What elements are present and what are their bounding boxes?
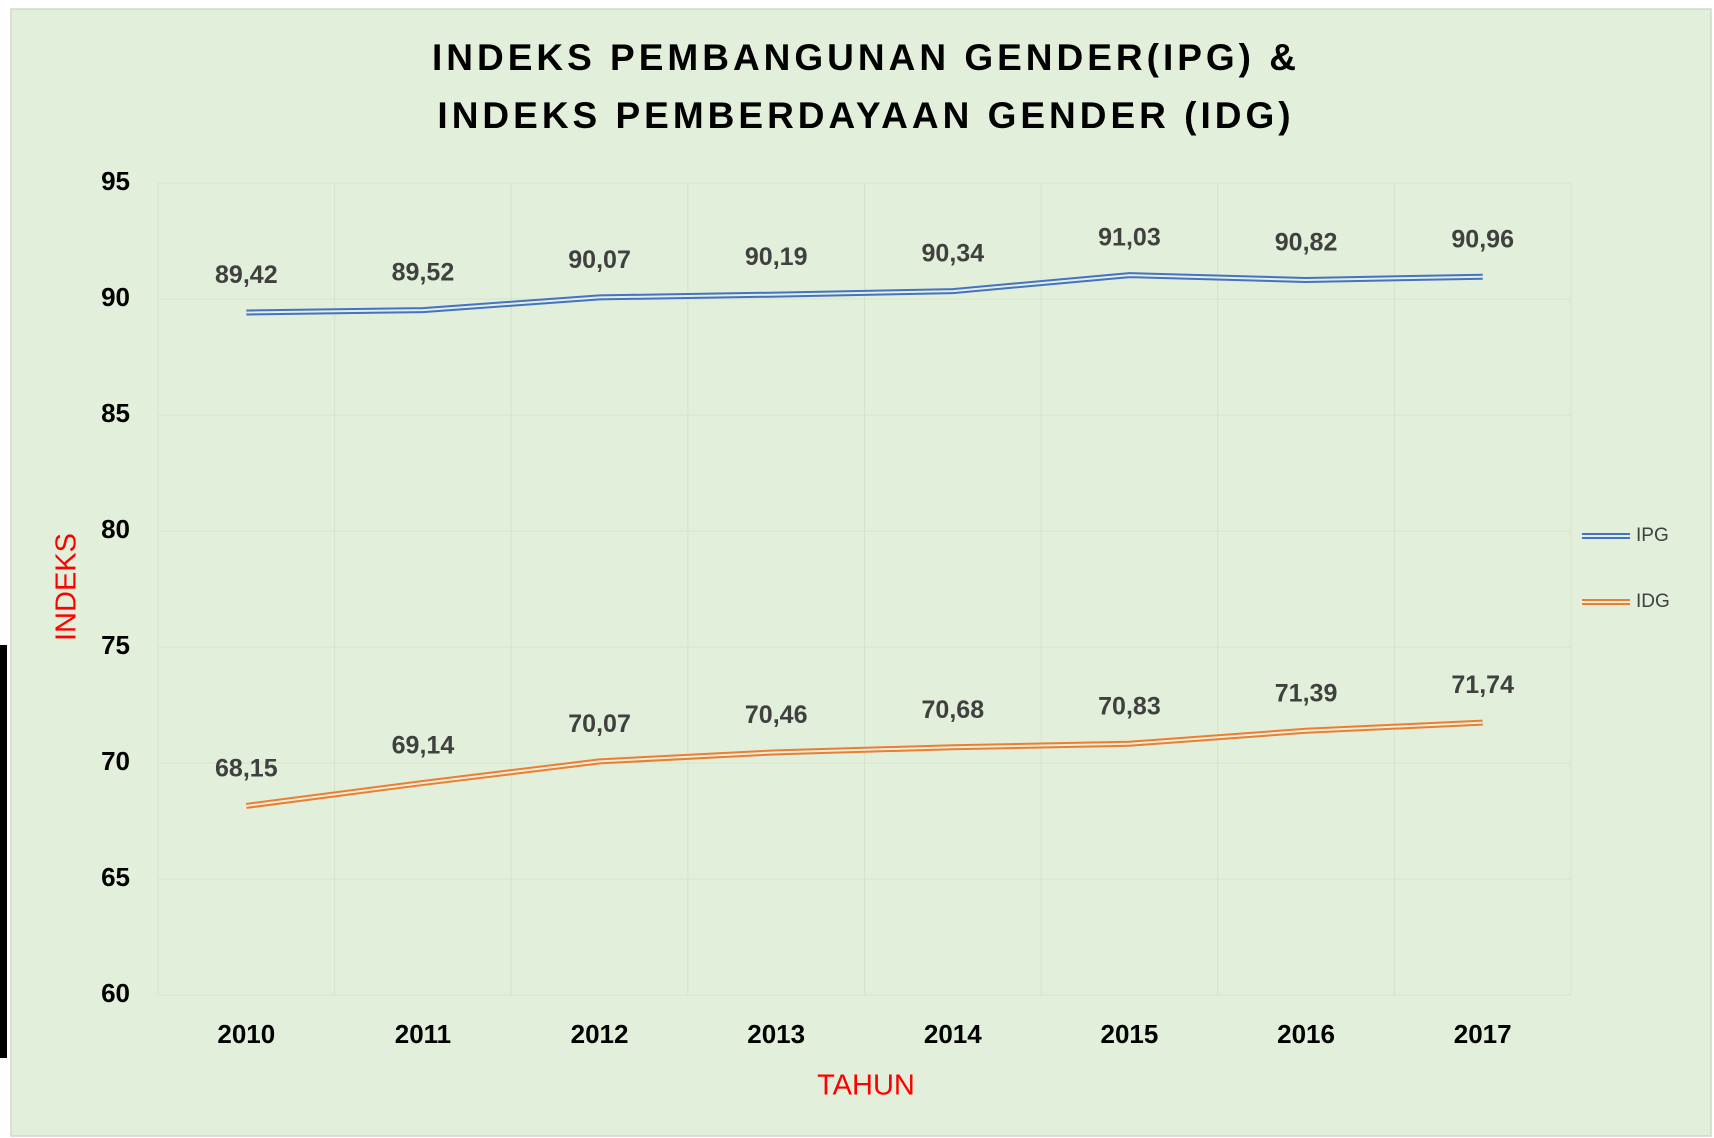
data-label: 90,19 bbox=[745, 243, 808, 271]
data-label: 71,74 bbox=[1451, 671, 1514, 699]
legend-label: IDG bbox=[1636, 591, 1670, 612]
y-tick-label: 70 bbox=[101, 746, 130, 776]
data-label: 90,07 bbox=[568, 246, 631, 274]
data-label: 71,39 bbox=[1275, 679, 1338, 707]
x-tick-label: 2014 bbox=[924, 1019, 982, 1049]
y-tick-label: 60 bbox=[101, 978, 130, 1008]
data-label: 89,52 bbox=[392, 259, 455, 287]
series-line-inner bbox=[246, 274, 1483, 314]
x-tick-label: 2011 bbox=[395, 1019, 451, 1049]
data-label: 70,83 bbox=[1098, 692, 1161, 720]
side-bar bbox=[0, 645, 7, 1058]
data-label: 90,34 bbox=[922, 240, 985, 268]
legend-label: IPG bbox=[1636, 525, 1669, 546]
chart-background bbox=[10, 8, 1712, 1137]
data-label: 70,68 bbox=[922, 696, 985, 724]
data-label: 70,46 bbox=[745, 701, 808, 729]
x-tick-label: 2017 bbox=[1454, 1019, 1512, 1049]
chart-title: INDEKS PEMBANGUNAN GENDER(IPG) & bbox=[432, 37, 1300, 78]
y-tick-label: 80 bbox=[101, 514, 130, 544]
data-label: 68,15 bbox=[215, 755, 278, 783]
data-label: 70,07 bbox=[568, 710, 631, 738]
y-tick-label: 85 bbox=[101, 398, 130, 428]
y-tick-label: 90 bbox=[101, 282, 130, 312]
x-tick-label: 2016 bbox=[1277, 1019, 1335, 1049]
y-axis-title: INDEKS bbox=[51, 533, 83, 641]
data-label: 89,42 bbox=[215, 261, 278, 289]
y-tick-label: 75 bbox=[101, 630, 130, 660]
data-label: 69,14 bbox=[392, 732, 455, 760]
series-line-inner bbox=[246, 721, 1483, 807]
data-label: 90,96 bbox=[1451, 225, 1514, 253]
chart-title: INDEKS PEMBERDAYAAN GENDER (IDG) bbox=[437, 95, 1294, 136]
data-label: 90,82 bbox=[1275, 229, 1338, 257]
y-tick-label: 65 bbox=[101, 862, 130, 892]
x-tick-label: 2012 bbox=[571, 1019, 629, 1049]
x-axis-title: TAHUN bbox=[817, 1070, 915, 1102]
x-tick-label: 2010 bbox=[217, 1019, 275, 1049]
y-tick-label: 95 bbox=[101, 166, 130, 196]
x-tick-label: 2013 bbox=[747, 1019, 805, 1049]
data-label: 91,03 bbox=[1098, 224, 1161, 252]
x-tick-label: 2015 bbox=[1101, 1019, 1159, 1049]
